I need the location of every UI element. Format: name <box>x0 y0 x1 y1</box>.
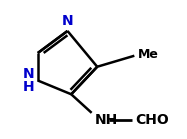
Text: N: N <box>62 13 73 28</box>
Text: NH: NH <box>94 113 118 127</box>
Text: H: H <box>22 80 34 94</box>
Text: Me: Me <box>138 48 159 61</box>
Text: N: N <box>22 67 34 81</box>
Text: CHO: CHO <box>135 113 169 127</box>
